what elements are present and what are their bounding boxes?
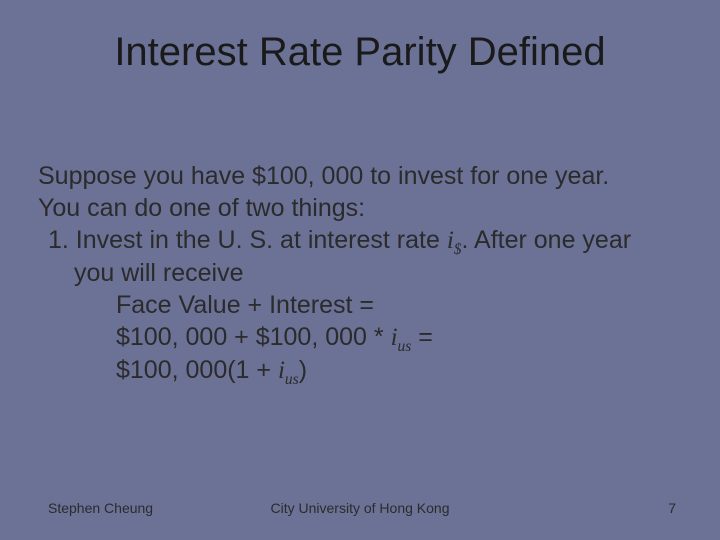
- slide-title: Interest Rate Parity Defined: [0, 30, 720, 75]
- variable-i-us: ius: [278, 357, 299, 384]
- var-symbol: i: [447, 227, 454, 254]
- var-subscript: $: [454, 241, 462, 258]
- var-symbol: i: [391, 324, 398, 351]
- variable-i-dollar: i$: [447, 227, 462, 254]
- body-indent-2: $100, 000 + $100, 000 * ius =: [38, 321, 682, 354]
- footer-page-number: 7: [668, 500, 676, 516]
- var-subscript: us: [285, 371, 299, 388]
- footer-affiliation: City University of Hong Kong: [0, 500, 720, 516]
- body-item-1-line-a: 1. Invest in the U. S. at interest rate …: [38, 224, 682, 257]
- text-fragment: $100, 000 + $100, 000 *: [116, 323, 391, 351]
- var-symbol: i: [278, 357, 285, 384]
- body-item-1-line-b: you will receive: [38, 257, 682, 289]
- var-subscript: us: [398, 338, 412, 355]
- text-fragment: $100, 000(1 +: [116, 356, 278, 384]
- body-indent-1: Face Value + Interest =: [38, 289, 682, 321]
- slide-body: Suppose you have $100, 000 to invest for…: [38, 160, 682, 387]
- text-fragment: ): [299, 356, 307, 384]
- body-indent-3: $100, 000(1 + ius): [38, 354, 682, 387]
- variable-i-us: ius: [391, 324, 412, 351]
- text-fragment: 1. Invest in the U. S. at interest rate: [48, 226, 447, 254]
- body-line-1: Suppose you have $100, 000 to invest for…: [38, 160, 682, 192]
- text-fragment: =: [411, 323, 433, 351]
- text-fragment: . After one year: [462, 226, 632, 254]
- body-line-2: You can do one of two things:: [38, 192, 682, 224]
